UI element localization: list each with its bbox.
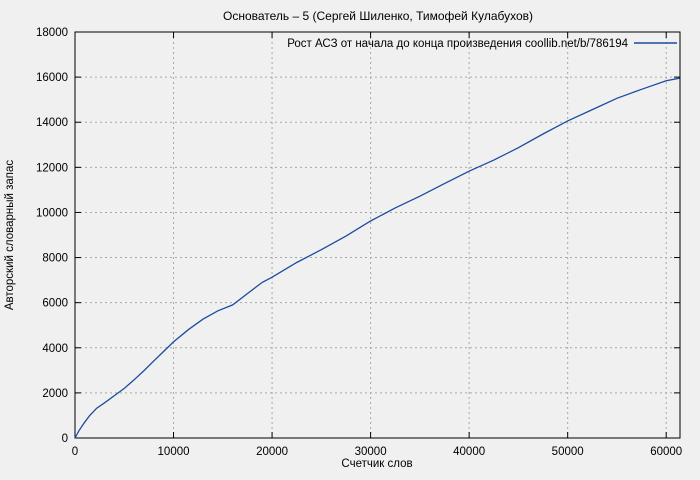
x-tick-label: 50000 [552,446,584,458]
y-axis-label: Авторский словарный запас [4,160,16,311]
x-tick-label: 10000 [158,446,190,458]
grid-lines [75,32,680,438]
y-tick-label: 12000 [36,162,68,174]
x-tick-label: 40000 [453,446,485,458]
y-tick-label: 16000 [36,72,68,84]
y-tick-label: 10000 [36,207,68,219]
x-tick-label: 60000 [650,446,682,458]
legend-label: Рост АСЗ от начала до конца произведения… [287,38,628,50]
x-tick-label: 0 [72,446,78,458]
y-tick-label: 2000 [42,388,68,400]
y-tick-label: 18000 [36,27,68,39]
axis-tick-labels: 0 10000 20000 30000 40000 50000 60000 0 2000 4000… [36,27,682,458]
x-tick-label: 20000 [256,446,288,458]
y-tick-label: 6000 [42,298,68,310]
x-axis-label: Счетчик слов [341,458,412,470]
plot-border [74,31,681,439]
y-tick-label: 0 [62,433,68,445]
chart-title: Основатель – 5 (Сергей Шиленко, Тимофей … [223,9,533,23]
y-tick-label: 4000 [42,343,68,355]
x-tick-label: 30000 [355,446,387,458]
series-line [74,77,680,439]
y-tick-label: 14000 [36,117,68,129]
y-tick-label: 8000 [42,253,68,265]
axis-tick-marks [74,31,680,439]
